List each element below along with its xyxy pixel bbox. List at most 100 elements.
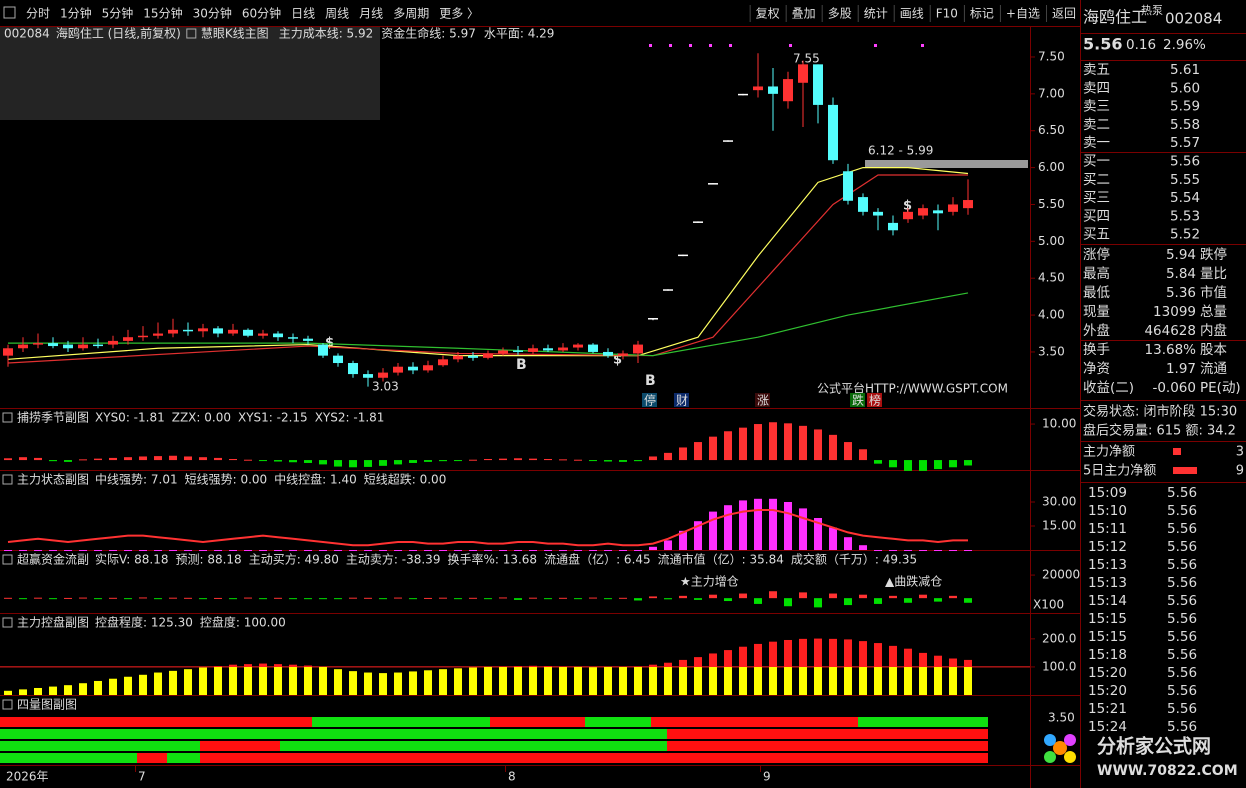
bar bbox=[604, 550, 612, 551]
period-tab[interactable]: 15分钟 bbox=[143, 6, 182, 21]
bar bbox=[904, 550, 912, 551]
candle-body bbox=[333, 355, 343, 364]
bar bbox=[394, 550, 402, 551]
period-tab[interactable]: 分时 bbox=[26, 7, 50, 21]
bar bbox=[859, 449, 867, 461]
candle-body bbox=[408, 366, 418, 371]
panel-title: 主力控盘副图 bbox=[17, 615, 89, 630]
period-tab[interactable]: 30分钟 bbox=[193, 6, 232, 21]
band bbox=[0, 729, 667, 739]
bar bbox=[199, 598, 207, 600]
period-tab[interactable]: 日线 bbox=[291, 7, 315, 21]
toolbar-button[interactable]: 叠加 bbox=[792, 7, 816, 21]
overlay-panel bbox=[0, 26, 380, 120]
bar bbox=[469, 597, 477, 599]
bar bbox=[934, 550, 942, 551]
book-label: 买四 bbox=[1083, 208, 1110, 224]
bar bbox=[739, 500, 747, 550]
period-tab[interactable]: 5分钟 bbox=[102, 6, 134, 21]
bar bbox=[169, 597, 177, 599]
toolbar-button[interactable]: 标记 bbox=[970, 7, 994, 21]
dot bbox=[669, 44, 672, 47]
stat-label: 市值 bbox=[1200, 284, 1227, 301]
toolbar-button[interactable]: 统计 bbox=[864, 7, 888, 21]
panel-icon[interactable] bbox=[2, 617, 13, 628]
bar bbox=[379, 598, 387, 600]
stat-value: 5.84 bbox=[1166, 266, 1196, 282]
period-tab[interactable]: 1分钟 bbox=[60, 6, 92, 21]
book-label: 卖一 bbox=[1083, 135, 1110, 151]
bar-excess bbox=[904, 648, 912, 667]
panel-icon[interactable] bbox=[2, 412, 13, 423]
candle-body bbox=[873, 211, 883, 216]
bar bbox=[424, 597, 432, 599]
bar bbox=[349, 550, 357, 551]
indicator-icon[interactable] bbox=[186, 28, 197, 39]
candle-body bbox=[903, 211, 913, 220]
chart-header: 海鸥住工 (日线,前复权) bbox=[56, 26, 181, 41]
tick-time: 15:13 bbox=[1088, 575, 1127, 591]
bar bbox=[244, 597, 252, 599]
bar-excess bbox=[289, 664, 297, 667]
bar bbox=[79, 459, 87, 461]
bar bbox=[379, 550, 387, 551]
toolbar-button[interactable]: 画线 bbox=[900, 7, 924, 21]
toolbar-button[interactable]: F10 bbox=[936, 7, 958, 21]
bar bbox=[694, 442, 702, 461]
y-tick-label: 5.00 bbox=[1038, 234, 1065, 248]
period-tab[interactable]: 周线 bbox=[325, 7, 349, 21]
stat-label: 换手 bbox=[1083, 342, 1110, 358]
bar bbox=[4, 690, 12, 695]
bar bbox=[844, 537, 852, 550]
bar bbox=[469, 550, 477, 551]
book-price: 5.53 bbox=[1170, 208, 1200, 224]
book-price: 5.60 bbox=[1170, 80, 1200, 96]
bar bbox=[754, 498, 762, 550]
menu-icon[interactable] bbox=[3, 6, 16, 19]
panel-icon[interactable] bbox=[2, 554, 13, 565]
dot bbox=[709, 44, 712, 47]
toolbar-button[interactable]: +自选 bbox=[1006, 7, 1040, 21]
bar bbox=[349, 671, 357, 695]
bar bbox=[889, 595, 897, 599]
y-tick-label: 6.00 bbox=[1038, 160, 1065, 174]
concept-tag[interactable]: 热泵 bbox=[1141, 4, 1163, 17]
bar bbox=[364, 672, 372, 695]
stat-value: -0.060 bbox=[1152, 380, 1196, 396]
bar bbox=[334, 598, 342, 600]
bar bbox=[64, 685, 72, 695]
period-tab[interactable]: 60分钟 bbox=[242, 6, 281, 21]
bar bbox=[259, 598, 267, 600]
tick-time: 15:21 bbox=[1088, 701, 1127, 717]
toolbar-button[interactable]: 返回 bbox=[1052, 7, 1076, 21]
bar-excess bbox=[559, 666, 567, 667]
stat-label: 现量 bbox=[1083, 304, 1110, 320]
candle-body bbox=[423, 365, 433, 371]
bar bbox=[649, 546, 657, 550]
period-tab[interactable]: 月线 bbox=[359, 7, 383, 21]
toolbar-button[interactable]: 复权 bbox=[756, 7, 780, 21]
logo-petal bbox=[1044, 751, 1056, 763]
y-tick-label: 4.00 bbox=[1038, 308, 1065, 322]
period-tab[interactable]: 更多 〉 bbox=[439, 7, 479, 21]
candle-body bbox=[498, 350, 508, 354]
period-tab[interactable]: 多周期 bbox=[393, 7, 429, 21]
panel-icon[interactable] bbox=[2, 699, 13, 710]
indicator-value: 短线超跌: 0.00 bbox=[364, 472, 447, 487]
bar bbox=[94, 458, 102, 461]
bar bbox=[184, 597, 192, 599]
bar bbox=[739, 427, 747, 461]
y-tick-label: 3.50 bbox=[1038, 344, 1065, 358]
bar bbox=[364, 597, 372, 599]
stat-label: 外盘 bbox=[1083, 322, 1110, 339]
y-tick-label: 10.00 bbox=[1042, 417, 1076, 431]
bar bbox=[34, 597, 42, 599]
indicator-value: 成交额（千万）: 49.35 bbox=[791, 552, 917, 567]
candle-body bbox=[48, 343, 58, 347]
bar bbox=[484, 598, 492, 600]
bar bbox=[769, 666, 777, 695]
toolbar-button[interactable]: 多股 bbox=[828, 7, 852, 21]
panel-icon[interactable] bbox=[2, 474, 13, 485]
bar bbox=[574, 666, 582, 695]
bar bbox=[739, 593, 747, 599]
